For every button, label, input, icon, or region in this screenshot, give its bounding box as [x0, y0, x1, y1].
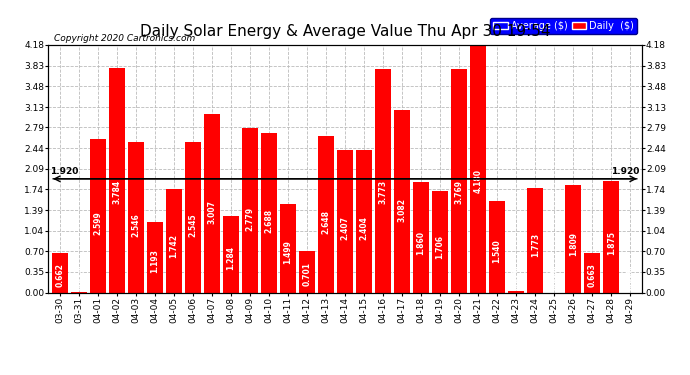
Bar	[489, 201, 505, 292]
Text: 3.082: 3.082	[397, 198, 406, 222]
Bar	[241, 128, 258, 292]
Bar	[52, 253, 68, 292]
Bar	[204, 114, 220, 292]
Bar	[337, 150, 353, 292]
Text: 4.180: 4.180	[473, 169, 482, 193]
Text: 0.662: 0.662	[55, 263, 64, 287]
Text: 1.773: 1.773	[531, 233, 540, 257]
Bar	[318, 136, 334, 292]
Bar	[147, 222, 163, 292]
Bar	[470, 45, 486, 292]
Bar	[90, 139, 106, 292]
Text: 1.860: 1.860	[417, 231, 426, 255]
Bar	[432, 192, 448, 292]
Bar	[584, 253, 600, 292]
Text: 1.809: 1.809	[569, 232, 578, 256]
Text: 3.769: 3.769	[455, 180, 464, 204]
Bar	[565, 185, 581, 292]
Text: 3.007: 3.007	[208, 200, 217, 224]
Bar	[508, 291, 524, 292]
Text: 2.407: 2.407	[340, 216, 350, 240]
Text: Copyright 2020 Cartronics.com: Copyright 2020 Cartronics.com	[55, 33, 195, 42]
Text: 1.499: 1.499	[284, 241, 293, 264]
Bar	[299, 251, 315, 292]
Bar	[185, 142, 201, 292]
Bar	[128, 142, 144, 292]
Bar	[603, 182, 620, 292]
Bar	[223, 216, 239, 292]
Bar	[261, 134, 277, 292]
Text: 2.404: 2.404	[359, 216, 368, 240]
Text: 1.284: 1.284	[226, 246, 235, 270]
Text: 1.540: 1.540	[493, 240, 502, 263]
Text: 1.742: 1.742	[169, 234, 178, 258]
Text: 0.000: 0.000	[550, 266, 559, 290]
Text: 2.648: 2.648	[322, 210, 331, 234]
Text: 2.779: 2.779	[246, 206, 255, 231]
Text: Daily Solar Energy & Average Value Thu Apr 30 19:54: Daily Solar Energy & Average Value Thu A…	[140, 24, 550, 39]
Text: 1.920: 1.920	[611, 168, 640, 177]
Bar	[280, 204, 296, 292]
Bar	[356, 150, 372, 292]
Bar	[166, 189, 182, 292]
Text: 0.020: 0.020	[512, 266, 521, 290]
Text: 2.546: 2.546	[131, 213, 140, 237]
Text: 0.663: 0.663	[588, 263, 597, 287]
Text: 1.920: 1.920	[50, 168, 79, 177]
Text: 0.000: 0.000	[626, 266, 635, 290]
Legend: Average ($), Daily  ($): Average ($), Daily ($)	[491, 18, 637, 33]
Bar	[527, 188, 543, 292]
Text: 0.701: 0.701	[302, 262, 311, 286]
Text: 2.545: 2.545	[188, 213, 197, 237]
Text: 0.013: 0.013	[75, 266, 83, 290]
Bar	[394, 110, 410, 292]
Text: 1.193: 1.193	[150, 249, 159, 273]
Text: 2.599: 2.599	[93, 211, 102, 235]
Text: 3.784: 3.784	[112, 180, 121, 204]
Bar	[109, 69, 125, 292]
Bar	[451, 69, 467, 292]
Text: 2.688: 2.688	[264, 209, 273, 233]
Bar	[413, 182, 429, 292]
Text: 1.706: 1.706	[435, 235, 444, 259]
Bar	[375, 69, 391, 292]
Text: 3.773: 3.773	[379, 180, 388, 204]
Text: 1.875: 1.875	[607, 231, 615, 255]
